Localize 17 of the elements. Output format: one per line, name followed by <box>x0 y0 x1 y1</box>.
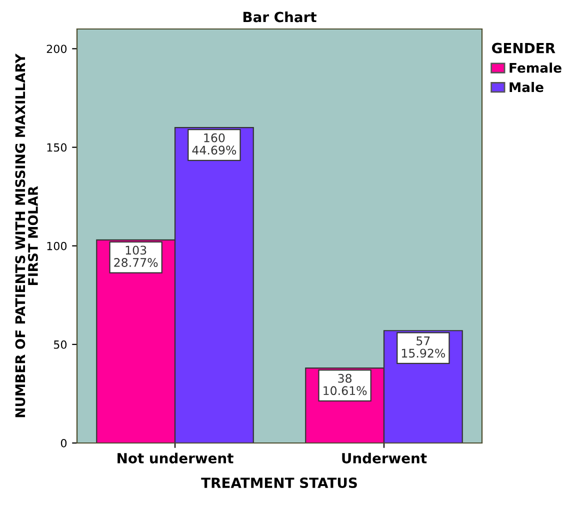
x-tick-label: Not underwent <box>118 452 234 464</box>
y-tick-label: 50 <box>54 340 67 349</box>
chart-title: Bar Chart <box>243 12 316 22</box>
legend-title: GENDER <box>492 42 556 54</box>
y-axis-title: NUMBER OF PATIENTS WITH MISSING MAXILLARY FIRST MOLAR <box>15 54 38 418</box>
x-tick-label: Underwent <box>342 452 427 464</box>
legend-label: Female <box>510 62 562 73</box>
data-label: 57 15.92% <box>402 336 446 358</box>
y-tick-label: 0 <box>60 438 67 448</box>
x-axis-title: TREATMENT STATUS <box>201 478 357 488</box>
data-label: 160 44.69% <box>192 133 236 155</box>
data-label: 103 28.77% <box>114 246 158 267</box>
y-tick-label: 150 <box>47 143 67 152</box>
y-tick-label: 100 <box>47 242 67 250</box>
data-label: 38 10.61% <box>324 374 367 396</box>
legend-label: Male <box>510 82 544 92</box>
y-tick-label: 200 <box>46 44 67 54</box>
